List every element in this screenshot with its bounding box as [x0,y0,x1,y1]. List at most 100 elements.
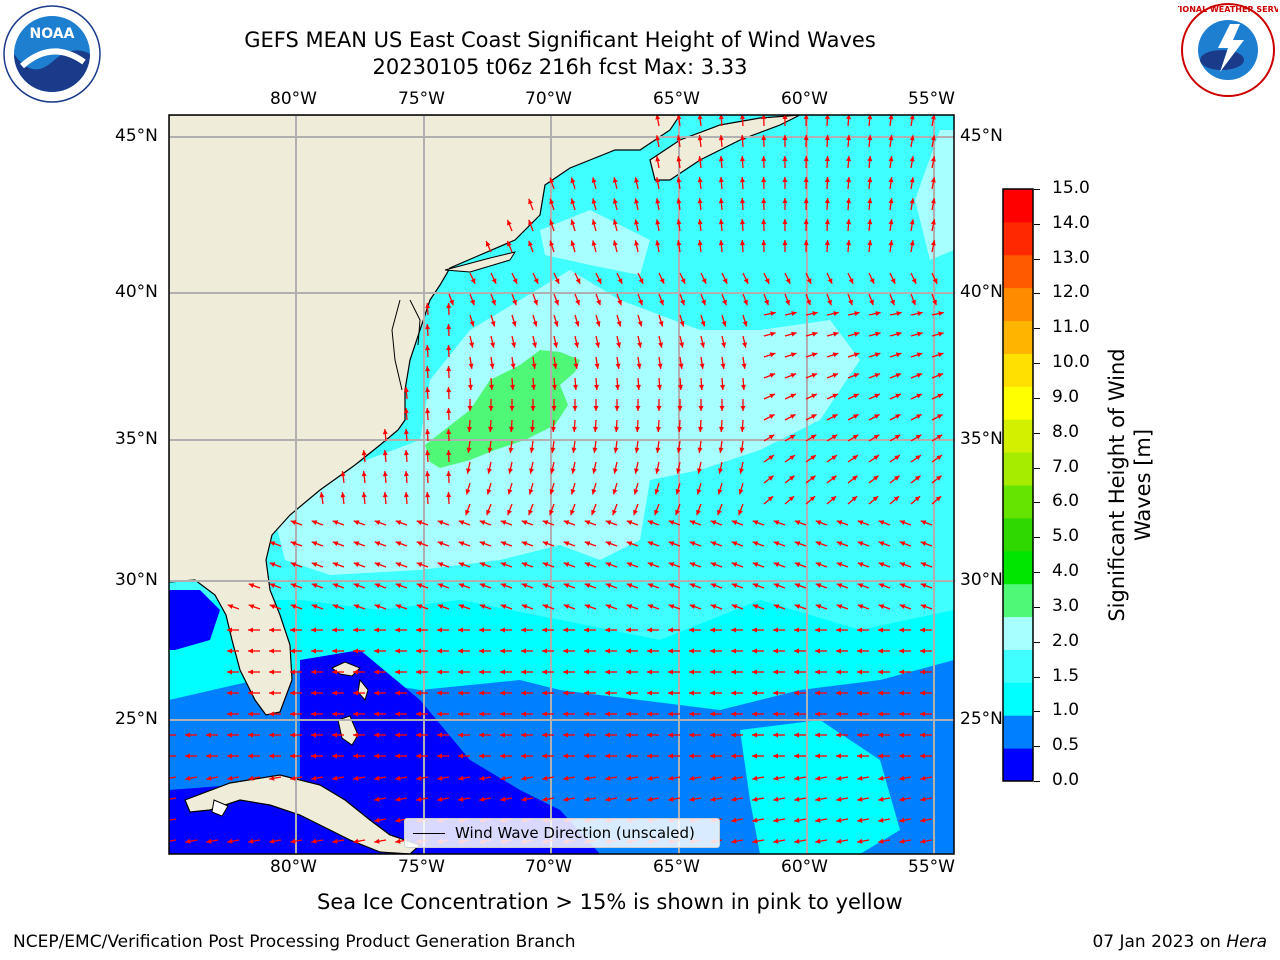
nws-logo-text: NATIONAL WEATHER SERVICE [1178,5,1278,14]
wave-direction-arrowhead [689,796,695,802]
wave-direction-arrowhead [699,384,704,390]
wave-direction-arrowhead [532,342,537,348]
wave-direction-arrowhead [605,604,612,609]
wave-direction-arrowhead [654,509,659,516]
wave-direction-arrowhead [836,775,842,781]
wave-direction-arrowhead [465,509,470,516]
wave-direction-arrowhead [853,352,860,358]
lat-label-right-35n: 35°N [960,429,1003,449]
chart-title-line1: GEFS MEAN US East Coast Significant Heig… [244,28,876,52]
wave-direction-arrowhead [507,489,513,495]
wave-direction-arrowhead [584,669,589,675]
wave-direction-arrowhead [647,732,652,738]
wave-direction-arrowhead [689,711,694,717]
wave-direction-arrowhead [773,817,779,823]
wave-direction-arrowhead [668,796,674,802]
wave-direction-arrowhead [248,838,254,844]
wave-direction-arrowhead [740,115,745,120]
wave-direction-arrowhead [626,520,633,525]
wave-direction-arrowhead [824,156,830,162]
wave-direction-arrowhead [920,648,925,654]
colorbar-tick-mark [1034,572,1040,574]
colorbar-tick-label: 1.0 [1052,700,1080,721]
wave-direction-arrowhead [469,342,474,348]
wave-direction-arrowhead [374,817,380,823]
wave-direction-arrowhead [878,711,883,717]
lon-label-top-70w: 70°W [525,89,572,109]
wave-direction-arrowhead [269,732,274,738]
wave-direction-arrowhead [689,604,696,609]
wave-direction-arrowhead [206,775,212,781]
wave-direction-arrowhead [836,690,841,696]
colorbar-tick-mark [1034,746,1040,748]
wave-direction-arrowhead [794,775,800,781]
wave-direction-arrowhead [458,562,465,567]
wave-direction-arrowhead [470,278,476,284]
wave-direction-arrowhead [689,627,694,633]
wave-direction-arrowhead [697,198,703,204]
wave-direction-arrowhead [374,648,379,654]
lon-label-top-60w: 60°W [781,89,828,109]
colorbar-cell [1003,649,1033,683]
wave-direction-arrowhead [677,426,682,432]
wave-direction-arrowhead [563,604,570,609]
wave-direction-arrowhead [782,198,788,203]
wave-direction-arrowhead [403,471,409,477]
wave-direction-arrowhead [584,732,589,738]
wave-direction-arrowhead [332,753,337,759]
wave-direction-arrowhead [738,509,743,516]
wave-direction-arrowhead [626,711,631,717]
wave-direction-arrowhead [811,352,818,358]
wave-direction-arrowhead [852,475,858,481]
wave-direction-arrowhead [740,219,745,225]
wave-direction-arrowhead [491,299,496,306]
wave-direction-arrowhead [395,520,402,525]
wave-direction-arrowhead [612,509,617,516]
wave-direction-arrowhead [626,583,633,588]
wave-direction-arrowhead [636,363,642,369]
wave-direction-arrowhead [895,393,901,399]
wave-direction-arrowhead [395,711,400,717]
wave-direction-arrowhead [899,669,904,675]
wave-direction-arrowhead [613,468,618,474]
wave-direction-arrowhead [740,240,745,246]
wave-direction-arrowhead [899,775,905,781]
wave-direction-arrowhead [911,278,917,284]
wave-direction-arrowhead [668,690,673,696]
wave-direction-arrowhead [909,177,915,183]
wave-direction-arrowhead [731,604,738,609]
wave-direction-arrowhead [425,366,431,372]
wave-direction-arrowhead [446,366,452,372]
wave-direction-arrowhead [512,278,518,284]
colorbar-tick-label: 0.5 [1052,735,1080,756]
wave-direction-arrowhead [915,434,922,440]
wave-direction-arrowhead [437,753,442,759]
wave-direction-arrowhead [857,627,862,633]
wave-direction-arrowhead [500,753,505,759]
wave-direction-arrowhead [584,753,589,759]
wave-direction-arrowhead [790,414,796,419]
wave-direction-arrowhead [446,429,452,435]
wave-direction-arrowhead [710,627,715,633]
wave-direction-arrowhead [248,583,255,588]
wave-direction-arrowhead [803,177,809,183]
wave-direction-arrowhead [510,384,515,390]
wave-direction-arrowhead [836,627,841,633]
wave-direction-arrowhead [752,796,758,802]
wave-direction-arrowhead [614,426,619,432]
wave-direction-arrowhead [467,406,473,411]
colorbar-tick-label: 7.0 [1052,456,1080,477]
wave-direction-arrowhead [613,447,619,453]
wave-direction-arrowhead [446,408,452,414]
colorbar-tick-label: 14.0 [1052,212,1090,233]
wave-direction-arrowhead [731,775,737,781]
wave-direction-arrowhead [836,583,843,588]
lon-label-bottom-65w: 65°W [653,857,700,877]
wave-direction-arrowhead [552,363,558,369]
wave-direction-arrowhead [269,627,274,633]
wave-direction-arrowhead [479,711,484,717]
wave-direction-arrowhead [878,817,884,823]
wave-direction-arrowhead [655,447,661,453]
wave-direction-arrowhead [676,115,682,120]
wave-direction-arrowhead [563,775,569,781]
